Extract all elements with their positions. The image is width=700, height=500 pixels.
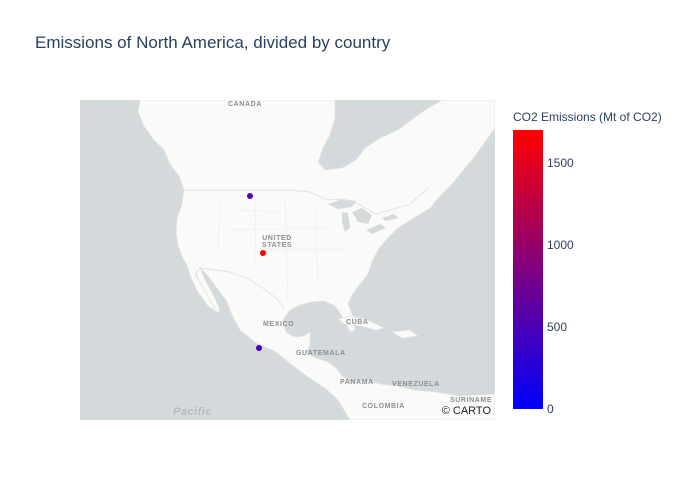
label-canada: CANADA bbox=[228, 101, 262, 108]
colorbar-tick-label: 1500 bbox=[547, 155, 574, 170]
marker-united-states[interactable] bbox=[260, 250, 267, 257]
label-pacific: Pacific bbox=[173, 406, 212, 418]
hudson-bay bbox=[336, 100, 380, 130]
label-venezuela: VENEZUELA bbox=[392, 381, 440, 388]
label-united-states: UNITED STATES bbox=[262, 235, 293, 249]
cuba-island bbox=[337, 315, 386, 331]
label-mexico: MEXICO bbox=[263, 321, 295, 328]
great-lakes bbox=[328, 199, 398, 234]
colorbar-tick-label: 1000 bbox=[547, 237, 574, 252]
label-panama: PANAMA bbox=[340, 379, 374, 386]
colorbar-title: CO2 Emissions (Mt of CO2) bbox=[513, 110, 662, 124]
us-mexico-border bbox=[199, 267, 285, 309]
label-cuba: CUBA bbox=[346, 319, 369, 326]
basemap bbox=[137, 100, 495, 420]
label-suriname: SURINAME bbox=[450, 397, 493, 404]
label-colombia: COLOMBIA bbox=[362, 403, 405, 410]
colorbar-tick-label: 0 bbox=[547, 402, 554, 416]
chart-title: Emissions of North America, divided by c… bbox=[35, 33, 391, 52]
map-panel[interactable]: CANADA UNITED STATES MEXICO CUBA GUATEMA… bbox=[80, 100, 495, 420]
hispaniola-island bbox=[390, 329, 420, 339]
baja-peninsula bbox=[195, 267, 221, 314]
colorbar-tick-label: 500 bbox=[547, 319, 568, 334]
map-attribution[interactable]: © CARTO bbox=[439, 405, 493, 417]
state-borders bbox=[217, 191, 350, 301]
label-guatemala: GUATEMALA bbox=[296, 350, 346, 357]
canada-us-border bbox=[176, 187, 429, 215]
north-america-landmass bbox=[137, 100, 495, 420]
marker-canada[interactable] bbox=[247, 192, 254, 199]
colorbar bbox=[513, 130, 543, 409]
marker-mexico[interactable] bbox=[256, 345, 263, 352]
